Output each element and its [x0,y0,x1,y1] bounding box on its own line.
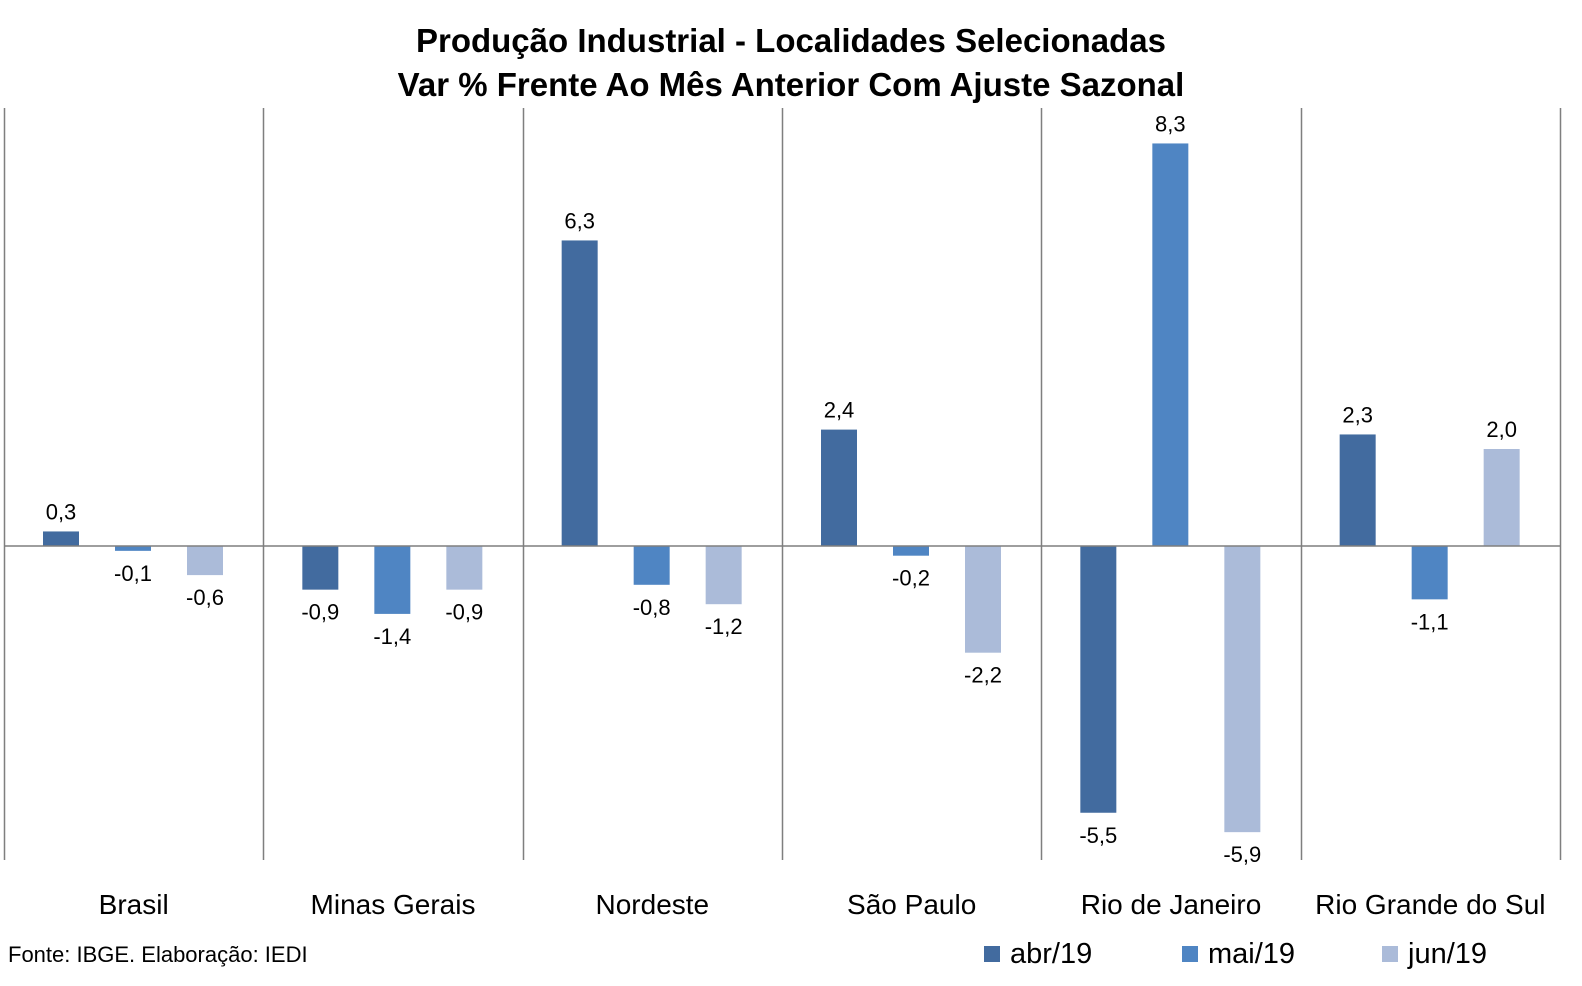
legend-swatch [1382,946,1398,962]
bar [1411,546,1448,600]
category-label: Minas Gerais [311,889,476,920]
bar [446,546,483,590]
legend-label: mai/19 [1208,937,1296,970]
data-label: 0,3 [46,499,77,524]
data-label: 6,3 [564,208,595,233]
data-label: -1,4 [373,624,411,649]
bar [1339,434,1376,546]
data-label: -0,6 [186,585,224,610]
data-label: -0,1 [114,561,152,586]
source-note: Fonte: IBGE. Elaboração: IEDI [8,942,308,967]
bar [1152,143,1189,546]
value-labels: 0,3 -0,1 -0,6 -0,9 -1,4 -0,9 6,3 -0,8 -1,2 2,4 -0,… [46,111,1517,867]
bar [705,546,742,605]
data-label: -0,2 [892,566,930,591]
category-label: Rio de Janeiro [1081,889,1262,920]
bar [302,546,339,590]
legend-label: jun/19 [1408,937,1488,970]
category-separators [3,108,1562,860]
bar [374,546,411,614]
category-label: Brasil [99,889,169,920]
category-label: Rio Grande do Sul [1315,889,1545,920]
bar [115,546,151,551]
bar [1483,449,1520,546]
data-label: 2,0 [1486,417,1517,442]
bar [1224,546,1261,833]
data-label: -0,9 [301,600,339,625]
bar [821,429,857,546]
bar [43,531,79,546]
data-label: -1,1 [1411,609,1449,634]
legend-item-jun19: jun/19 [1382,934,1487,974]
bar [187,546,223,576]
category-label: São Paulo [847,889,976,920]
legend-swatch [984,946,1000,962]
bar [893,546,929,556]
category-label: Nordeste [596,889,710,920]
bars [43,143,1520,833]
data-label: 2,4 [824,398,855,423]
data-label: -0,8 [633,595,671,620]
legend-swatch [1182,946,1198,962]
category-labels: Brasil Minas Gerais Nordeste São Paulo Rio d… [99,889,1546,920]
legend-item-abr19: abr/19 [984,934,1092,974]
data-label: -0,9 [445,600,483,625]
data-label: 8,3 [1155,111,1186,136]
legend-label: abr/19 [1010,937,1093,970]
bar [965,546,1001,653]
bar [633,546,670,585]
data-label: -1,2 [705,614,743,639]
legend-item-mai19: mai/19 [1182,934,1295,974]
data-label: 2,3 [1342,402,1373,427]
bar [1080,546,1117,813]
data-label: -2,2 [964,663,1002,688]
chart-title: Produção Industrial - Localidades Seleci… [415,22,1167,59]
data-label: -5,9 [1223,842,1261,867]
bar [561,240,598,546]
data-label: -5,5 [1079,823,1117,848]
chart-subtitle: Var % Frente Ao Mês Anterior Com Ajuste … [397,66,1185,103]
